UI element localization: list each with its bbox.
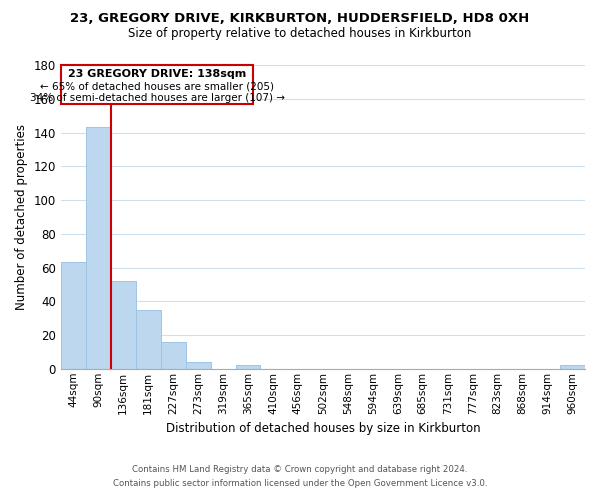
Bar: [161, 342, 185, 369]
Text: ← 65% of detached houses are smaller (205): ← 65% of detached houses are smaller (20…: [40, 81, 274, 91]
Text: 34% of semi-detached houses are larger (107) →: 34% of semi-detached houses are larger (…: [29, 93, 284, 103]
Y-axis label: Number of detached properties: Number of detached properties: [15, 124, 28, 310]
Bar: [236, 366, 260, 369]
Text: Contains HM Land Registry data © Crown copyright and database right 2024.
Contai: Contains HM Land Registry data © Crown c…: [113, 466, 487, 487]
Text: Size of property relative to detached houses in Kirkburton: Size of property relative to detached ho…: [128, 28, 472, 40]
FancyBboxPatch shape: [61, 65, 253, 104]
Bar: [111, 281, 136, 369]
Bar: [86, 128, 111, 369]
Text: 23 GREGORY DRIVE: 138sqm: 23 GREGORY DRIVE: 138sqm: [68, 69, 246, 79]
Bar: [136, 310, 161, 369]
Bar: [560, 366, 585, 369]
Text: 23, GREGORY DRIVE, KIRKBURTON, HUDDERSFIELD, HD8 0XH: 23, GREGORY DRIVE, KIRKBURTON, HUDDERSFI…: [70, 12, 530, 26]
Bar: [61, 262, 86, 369]
X-axis label: Distribution of detached houses by size in Kirkburton: Distribution of detached houses by size …: [166, 422, 480, 435]
Bar: [185, 362, 211, 369]
